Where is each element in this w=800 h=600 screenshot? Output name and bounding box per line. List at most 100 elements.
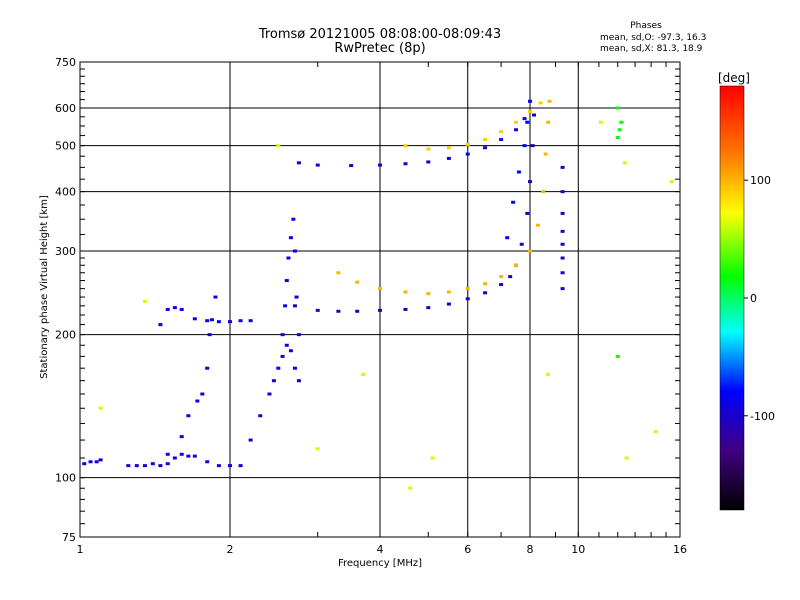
data-point: [528, 249, 532, 253]
y-ticks: 75 100 200 300 400 500 600 750: [55, 56, 680, 544]
data-point: [499, 275, 504, 279]
data-point: [238, 464, 243, 468]
data-point: [619, 120, 624, 124]
data-point: [158, 464, 163, 468]
data-point: [530, 144, 535, 148]
data-point: [186, 454, 191, 458]
data-point: [426, 160, 431, 164]
data-point: [165, 452, 170, 456]
data-point: [280, 354, 285, 358]
data-point: [525, 211, 530, 215]
data-point: [653, 430, 658, 434]
x-ticks: 1 2 4 6 8 10 16: [77, 62, 687, 556]
data-point: [336, 271, 341, 275]
phases-legend-x: mean, sd,X: 81.3, 18.9: [600, 44, 703, 54]
y-tick-label: 75: [62, 531, 76, 544]
grid-lines: [80, 62, 680, 537]
data-point: [378, 287, 382, 291]
phases-legend-title: Phases: [630, 21, 662, 31]
data-point: [276, 366, 281, 370]
data-point: [195, 399, 200, 403]
data-point: [280, 333, 285, 337]
data-point: [165, 462, 170, 466]
data-point: [284, 279, 289, 283]
data-point: [361, 372, 366, 376]
data-point: [283, 304, 288, 308]
data-point: [192, 317, 197, 321]
x-axis-label: Frequency [MHz]: [337, 558, 423, 569]
data-point: [465, 287, 470, 291]
data-point: [126, 464, 131, 468]
data-point: [465, 142, 470, 146]
colorbar-tick-label: 0: [750, 292, 757, 305]
chart-title: Tromsø 20121005 08:08:00-08:09:43: [258, 27, 502, 42]
colorbar-tick-label: 100: [750, 174, 771, 187]
data-point: [336, 309, 341, 313]
data-point: [378, 163, 382, 167]
data-point: [205, 366, 210, 370]
y-tick-label: 300: [55, 245, 76, 258]
data-point: [355, 280, 360, 284]
data-point: [546, 372, 551, 376]
data-point: [248, 319, 253, 323]
data-point: [516, 170, 521, 174]
data-point: [483, 282, 488, 286]
data-point: [446, 146, 451, 150]
data-point: [508, 275, 513, 279]
data-point: [560, 242, 565, 246]
data-point: [560, 190, 565, 194]
data-point: [514, 120, 519, 124]
data-point: [355, 309, 360, 313]
y-axis-label: Stationary phase Virtual Height [km]: [39, 195, 50, 379]
data-point: [98, 406, 103, 410]
data-point: [286, 256, 291, 260]
data-point: [483, 146, 488, 150]
data-point: [192, 454, 197, 458]
data-point: [216, 464, 221, 468]
data-point: [430, 456, 435, 460]
data-point: [426, 147, 431, 151]
data-point: [88, 460, 93, 464]
data-point: [82, 462, 87, 466]
data-point: [560, 211, 565, 215]
data-point: [560, 287, 565, 291]
data-point: [228, 320, 232, 324]
data-point: [98, 458, 103, 462]
y-tick-label: 100: [55, 472, 76, 485]
data-point: [315, 308, 320, 312]
data-point: [296, 379, 301, 383]
x-tick-label: 16: [673, 543, 687, 556]
y-tick-label: 400: [55, 186, 76, 199]
data-point: [514, 263, 519, 267]
data-point: [296, 161, 301, 165]
data-point: [532, 113, 537, 117]
data-point: [179, 307, 184, 311]
data-point: [238, 319, 243, 323]
data-point: [522, 144, 527, 148]
data-point: [403, 290, 408, 294]
colorbar-ticks: 100 0 -100: [744, 174, 775, 423]
data-point: [519, 242, 524, 246]
colorbar-tick-label: -100: [750, 410, 775, 423]
data-point: [446, 302, 451, 306]
data-point: [408, 486, 413, 490]
data-point: [446, 156, 451, 160]
data-point: [547, 99, 552, 103]
data-point: [426, 292, 431, 296]
data-point: [209, 318, 214, 322]
data-point: [426, 306, 431, 310]
data-point: [499, 130, 504, 134]
data-point: [292, 249, 297, 253]
data-point: [315, 163, 320, 167]
x-tick-label: 2: [227, 543, 234, 556]
data-point: [403, 144, 408, 148]
data-point: [511, 200, 516, 204]
data-point: [228, 464, 232, 468]
data-point: [560, 256, 565, 260]
data-point: [142, 464, 147, 468]
data-point: [276, 144, 281, 148]
data-point: [349, 164, 354, 168]
data-point: [284, 343, 289, 347]
data-point: [205, 319, 210, 323]
data-point: [172, 306, 177, 310]
